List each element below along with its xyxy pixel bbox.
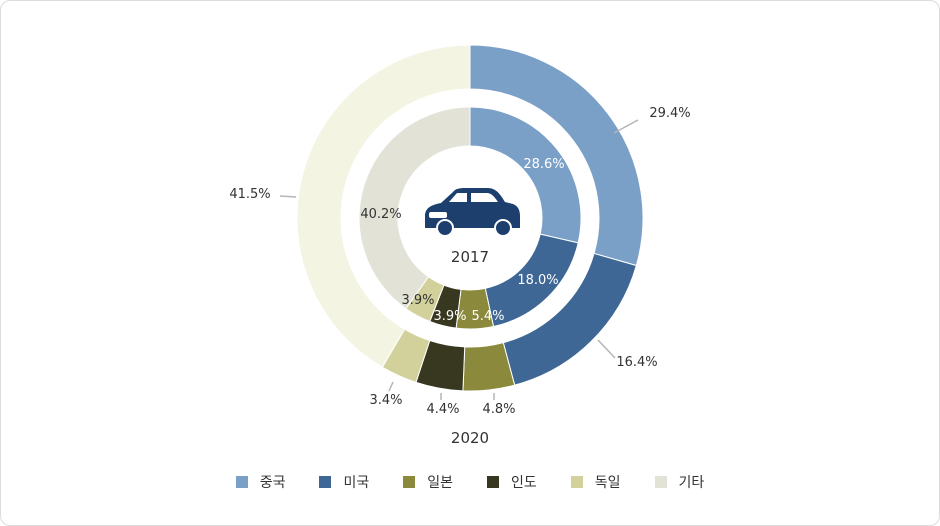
legend-item-japan: 일본 <box>403 472 453 492</box>
legend-label: 독일 <box>594 475 621 491</box>
leader-line-usa <box>597 339 616 359</box>
legend-item-usa: 미국 <box>319 472 369 492</box>
legend-swatch <box>235 476 248 488</box>
data-label-2017-china: 28.6% <box>523 157 564 172</box>
data-label-2017-japan: 5.4% <box>471 309 504 324</box>
data-labels: 28.6% 18.0% 5.4% 3.9%3.9% 40.2% 29.4% 16.4% 4.8… <box>229 106 690 417</box>
legend-swatch <box>487 476 499 488</box>
data-label-2017-other: 40.2% <box>360 207 401 222</box>
outer-slice-other <box>296 44 471 368</box>
legend: 중국 미국 일본 인도 독일 기타 <box>0 472 940 492</box>
legend-item-germany: 독일 <box>570 472 621 492</box>
data-label-2017-india: 3.9% <box>433 309 466 324</box>
legend-label: 일본 <box>427 475 453 491</box>
data-label-2020-japan: 4.8% <box>482 402 515 417</box>
legend-swatch <box>319 476 332 488</box>
legend-swatch <box>570 476 583 488</box>
data-label-2020-other: 41.5% <box>229 187 270 202</box>
leader-line-china <box>613 119 639 134</box>
outer-year-label: 2020 <box>451 429 489 447</box>
data-label-2020-india: 4.4% <box>426 402 459 417</box>
outer-ring-2020 <box>296 44 644 392</box>
car-icon <box>425 188 520 237</box>
data-label-2017-usa: 18.0% <box>517 273 558 288</box>
legend-label: 미국 <box>343 475 370 491</box>
leader-lines <box>279 119 639 400</box>
data-label-2020-germany: 3.4% <box>369 393 402 408</box>
leader-line-germany <box>388 381 394 392</box>
legend-item-other: 기타 <box>654 472 705 492</box>
legend-item-china: 중국 <box>235 472 286 492</box>
legend-label: 중국 <box>259 475 286 491</box>
center-year-label: 2017 <box>451 248 489 266</box>
data-label-2020-usa: 16.4% <box>616 355 657 370</box>
legend-label: 인도 <box>511 475 537 491</box>
legend-swatch <box>654 476 667 488</box>
inner-ring-2017 <box>358 106 582 330</box>
data-label-2020-china: 29.4% <box>649 106 690 121</box>
inner-slice-other <box>358 106 471 310</box>
legend-item-india: 인도 <box>487 472 537 492</box>
data-label-2017-germany: 3.9% <box>401 293 434 308</box>
leader-line-other <box>279 195 297 198</box>
legend-swatch <box>403 476 416 488</box>
legend-label: 기타 <box>678 475 705 491</box>
